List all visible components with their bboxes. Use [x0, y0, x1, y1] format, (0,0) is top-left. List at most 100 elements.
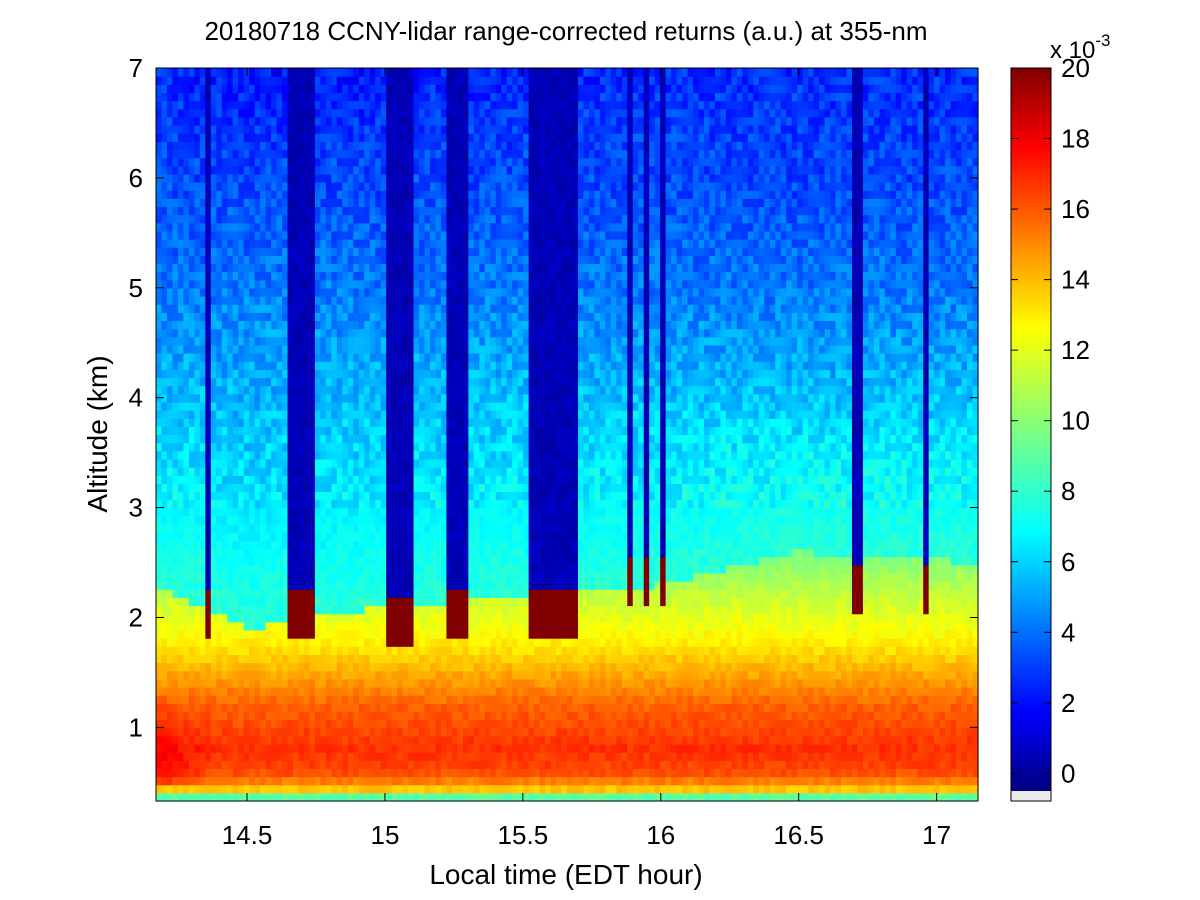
heatmap-cell — [221, 458, 228, 468]
heatmap-cell — [238, 239, 245, 248]
heatmap-cell — [183, 760, 190, 770]
heatmap-cell — [331, 255, 338, 265]
heatmap-cell — [260, 239, 267, 248]
heatmap-cell — [386, 222, 393, 232]
heatmap-cell — [347, 173, 354, 183]
heatmap-cell — [424, 515, 431, 525]
heatmap-cell — [364, 393, 371, 403]
heatmap-cell — [205, 410, 212, 419]
heatmap-cell — [172, 271, 179, 281]
heatmap-cell — [298, 581, 305, 590]
heatmap-cell — [205, 638, 212, 647]
heatmap-cell — [276, 670, 283, 680]
heatmap-cell — [364, 287, 371, 297]
heatmap-cell — [172, 426, 179, 436]
heatmap-cell — [161, 377, 168, 387]
heatmap-cell — [336, 467, 343, 476]
heatmap-cell — [375, 572, 382, 582]
heatmap-cell — [380, 410, 387, 419]
heatmap-cell — [375, 68, 382, 77]
heatmap-cell — [156, 678, 163, 688]
heatmap-cell — [457, 792, 464, 802]
heatmap-cell — [325, 393, 332, 403]
heatmap-cell — [183, 157, 190, 167]
heatmap-cell — [227, 410, 234, 419]
heatmap-cell — [380, 173, 387, 183]
heatmap-cell — [424, 68, 431, 77]
heatmap-cell — [342, 556, 349, 566]
heatmap-cell — [271, 76, 278, 85]
heatmap-cell — [320, 287, 327, 297]
heatmap-cell — [194, 768, 201, 778]
heatmap-cell — [282, 279, 289, 289]
heatmap-cell — [430, 100, 437, 110]
heatmap-cell — [282, 662, 289, 672]
heatmap-cell — [161, 442, 168, 452]
heatmap-cell — [243, 271, 250, 281]
heatmap-cell — [183, 377, 190, 387]
heatmap-cell — [364, 377, 371, 387]
heatmap-cell — [386, 206, 393, 216]
heatmap-cell — [358, 116, 365, 126]
heatmap-cell — [413, 410, 420, 419]
heatmap-cell — [227, 426, 234, 436]
heatmap-cell — [183, 230, 190, 240]
heatmap-cell — [413, 100, 420, 110]
heatmap-cell — [276, 564, 283, 574]
heatmap-cell — [216, 206, 223, 216]
heatmap-cell — [353, 792, 360, 802]
heatmap-cell — [232, 76, 239, 85]
heatmap-cell — [287, 442, 294, 452]
heatmap-cell — [232, 255, 239, 265]
heatmap-cell — [342, 515, 349, 525]
heatmap-cell — [413, 344, 420, 354]
heatmap-cell — [364, 442, 371, 452]
heatmap-cell — [440, 401, 448, 411]
heatmap-cell — [446, 141, 453, 151]
heatmap-cell — [303, 719, 311, 729]
heatmap-cell — [260, 467, 267, 476]
heatmap-cell — [353, 133, 360, 142]
heatmap-cell — [172, 507, 179, 517]
heatmap-cell — [380, 312, 387, 322]
heatmap-cell — [260, 711, 267, 721]
heatmap-cell — [172, 108, 179, 118]
heatmap-cell — [347, 385, 354, 395]
heatmap-cell — [216, 703, 223, 713]
heatmap-cell — [238, 133, 245, 142]
heatmap-cell — [380, 638, 387, 647]
heatmap-cell — [419, 686, 426, 696]
heatmap-cell — [347, 450, 354, 460]
heatmap-cell — [314, 589, 321, 598]
heatmap-cell — [298, 336, 305, 346]
heatmap-cell — [309, 385, 316, 395]
heatmap-cell — [194, 670, 201, 680]
heatmap-cell — [276, 393, 283, 403]
heatmap-cell — [331, 206, 338, 216]
heatmap-cell — [451, 727, 458, 737]
heatmap-cell — [397, 141, 404, 151]
heatmap-cell — [276, 92, 283, 102]
heatmap-cell — [451, 263, 458, 273]
heatmap-cell — [419, 629, 426, 639]
heatmap-cell — [298, 727, 305, 737]
heatmap-cell — [177, 361, 184, 370]
heatmap-cell — [303, 206, 311, 216]
heatmap-cell — [325, 418, 332, 427]
heatmap-cell — [386, 450, 393, 460]
heatmap-cell — [194, 320, 201, 330]
heatmap-cell — [408, 475, 415, 484]
heatmap-cell — [440, 141, 448, 151]
heatmap-cell — [386, 695, 393, 704]
heatmap-cell — [282, 247, 289, 256]
heatmap-cell — [287, 524, 294, 533]
heatmap-cell — [156, 190, 163, 199]
heatmap-cell — [314, 548, 321, 558]
heatmap-cell — [386, 784, 393, 794]
heatmap-cell — [199, 556, 206, 566]
heatmap-cell — [342, 727, 349, 737]
heatmap-cell — [402, 760, 409, 770]
heatmap-cell — [347, 92, 354, 102]
heatmap-cell — [402, 621, 409, 631]
heatmap-cell — [386, 752, 393, 761]
